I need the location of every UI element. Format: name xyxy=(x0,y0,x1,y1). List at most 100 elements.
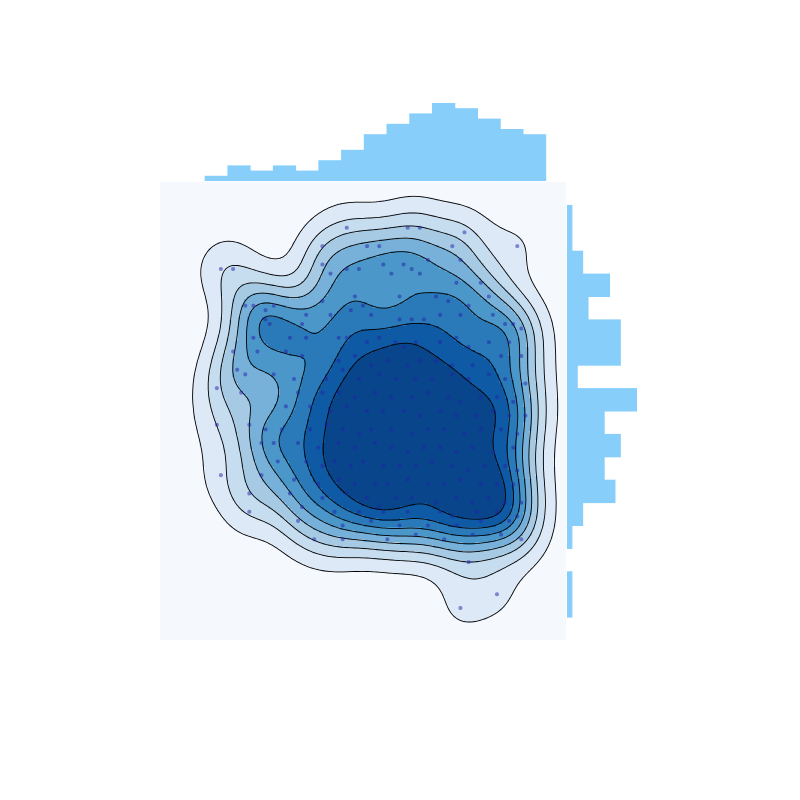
scatter-point xyxy=(454,280,459,285)
scatter-point xyxy=(523,381,528,386)
scatter-point xyxy=(263,317,268,322)
kde-contour-line xyxy=(232,237,533,553)
scatter-point xyxy=(271,372,276,377)
scatter-point xyxy=(259,473,264,478)
scatter-point xyxy=(259,441,264,446)
scatter-point xyxy=(417,225,422,230)
scatter-point xyxy=(438,509,443,514)
scatter-point xyxy=(275,459,280,464)
scatter-point xyxy=(515,244,520,249)
scatter-point xyxy=(389,271,394,276)
kde-contour-line xyxy=(207,212,547,580)
scatter-point xyxy=(352,294,357,299)
scatter-point xyxy=(340,427,345,432)
scatter-point xyxy=(352,354,357,359)
scatter-point xyxy=(490,450,495,455)
scatter-point xyxy=(320,390,325,395)
scatter-point xyxy=(365,496,370,501)
scatter-point xyxy=(486,372,491,377)
scatter-point xyxy=(365,244,370,249)
histogram-bar xyxy=(567,456,605,481)
scatter-point xyxy=(336,477,341,482)
scatter-point xyxy=(515,468,520,473)
histogram-bar xyxy=(567,250,584,275)
scatter-point xyxy=(417,271,422,276)
scatter-point xyxy=(507,340,512,345)
kde-contours xyxy=(192,195,559,623)
scatter-point xyxy=(405,477,410,482)
scatter-point xyxy=(511,445,516,450)
scatter-point xyxy=(393,376,398,381)
scatter-point xyxy=(409,496,414,501)
scatter-point xyxy=(519,326,524,331)
scatter-point xyxy=(304,312,309,317)
scatter-point xyxy=(409,395,414,400)
scatter-point xyxy=(243,303,248,308)
scatter-point xyxy=(511,321,516,326)
scatter-point xyxy=(348,308,353,313)
scatter-point xyxy=(287,335,292,340)
scatter-point xyxy=(287,491,292,496)
scatter-point xyxy=(458,399,463,404)
scatter-point xyxy=(393,340,398,345)
scatter-points xyxy=(214,225,528,610)
scatter-point xyxy=(385,482,390,487)
scatter-point xyxy=(417,358,422,363)
scatter-point xyxy=(442,537,447,542)
scatter-point xyxy=(503,463,508,468)
scatter-point xyxy=(336,390,341,395)
scatter-point xyxy=(352,395,357,400)
scatter-point xyxy=(389,445,394,450)
scatter-point xyxy=(519,500,524,505)
scatter-point xyxy=(413,376,418,381)
scatter-point xyxy=(446,299,451,304)
scatter-point xyxy=(369,518,374,523)
scatter-point xyxy=(499,427,504,432)
scatter-point xyxy=(425,427,430,432)
scatter-point xyxy=(381,509,386,514)
scatter-point xyxy=(466,376,471,381)
histogram-bar xyxy=(454,108,478,181)
scatter-point xyxy=(381,262,386,267)
scatter-point xyxy=(283,404,288,409)
scatter-point xyxy=(348,463,353,468)
scatter-point xyxy=(494,592,499,597)
scatter-point xyxy=(369,363,374,368)
scatter-point xyxy=(356,509,361,514)
scatter-point xyxy=(503,376,508,381)
histogram-bar xyxy=(432,103,456,181)
scatter-point xyxy=(401,344,406,349)
scatter-point xyxy=(425,390,430,395)
scatter-point xyxy=(369,427,374,432)
scatter-point xyxy=(308,427,313,432)
scatter-point xyxy=(361,303,365,308)
scatter-point xyxy=(494,482,499,487)
histogram-bar xyxy=(567,204,573,229)
histogram-bar xyxy=(567,571,573,595)
scatter-point xyxy=(320,463,325,468)
scatter-point xyxy=(324,422,329,427)
scatter-point xyxy=(344,225,349,230)
scatter-point xyxy=(454,450,459,455)
scatter-point xyxy=(231,267,236,272)
scatter-point xyxy=(482,463,487,468)
scatter-point xyxy=(503,321,508,326)
scatter-point xyxy=(466,344,471,349)
scatter-point xyxy=(409,317,414,322)
scatter-point xyxy=(515,431,520,436)
histogram-bar xyxy=(567,227,573,252)
scatter-point xyxy=(397,317,402,322)
histogram-bar xyxy=(477,118,501,181)
scatter-point xyxy=(308,404,313,409)
scatter-point xyxy=(271,441,276,446)
scatter-point xyxy=(385,537,390,542)
histogram-bar xyxy=(567,296,589,320)
scatter-point xyxy=(486,496,491,501)
scatter-point xyxy=(450,372,455,377)
scatter-point xyxy=(401,262,406,267)
scatter-point xyxy=(320,262,325,267)
scatter-point xyxy=(503,500,508,505)
scatter-point xyxy=(291,376,296,381)
scatter-point xyxy=(413,463,418,468)
scatter-point xyxy=(470,532,475,537)
